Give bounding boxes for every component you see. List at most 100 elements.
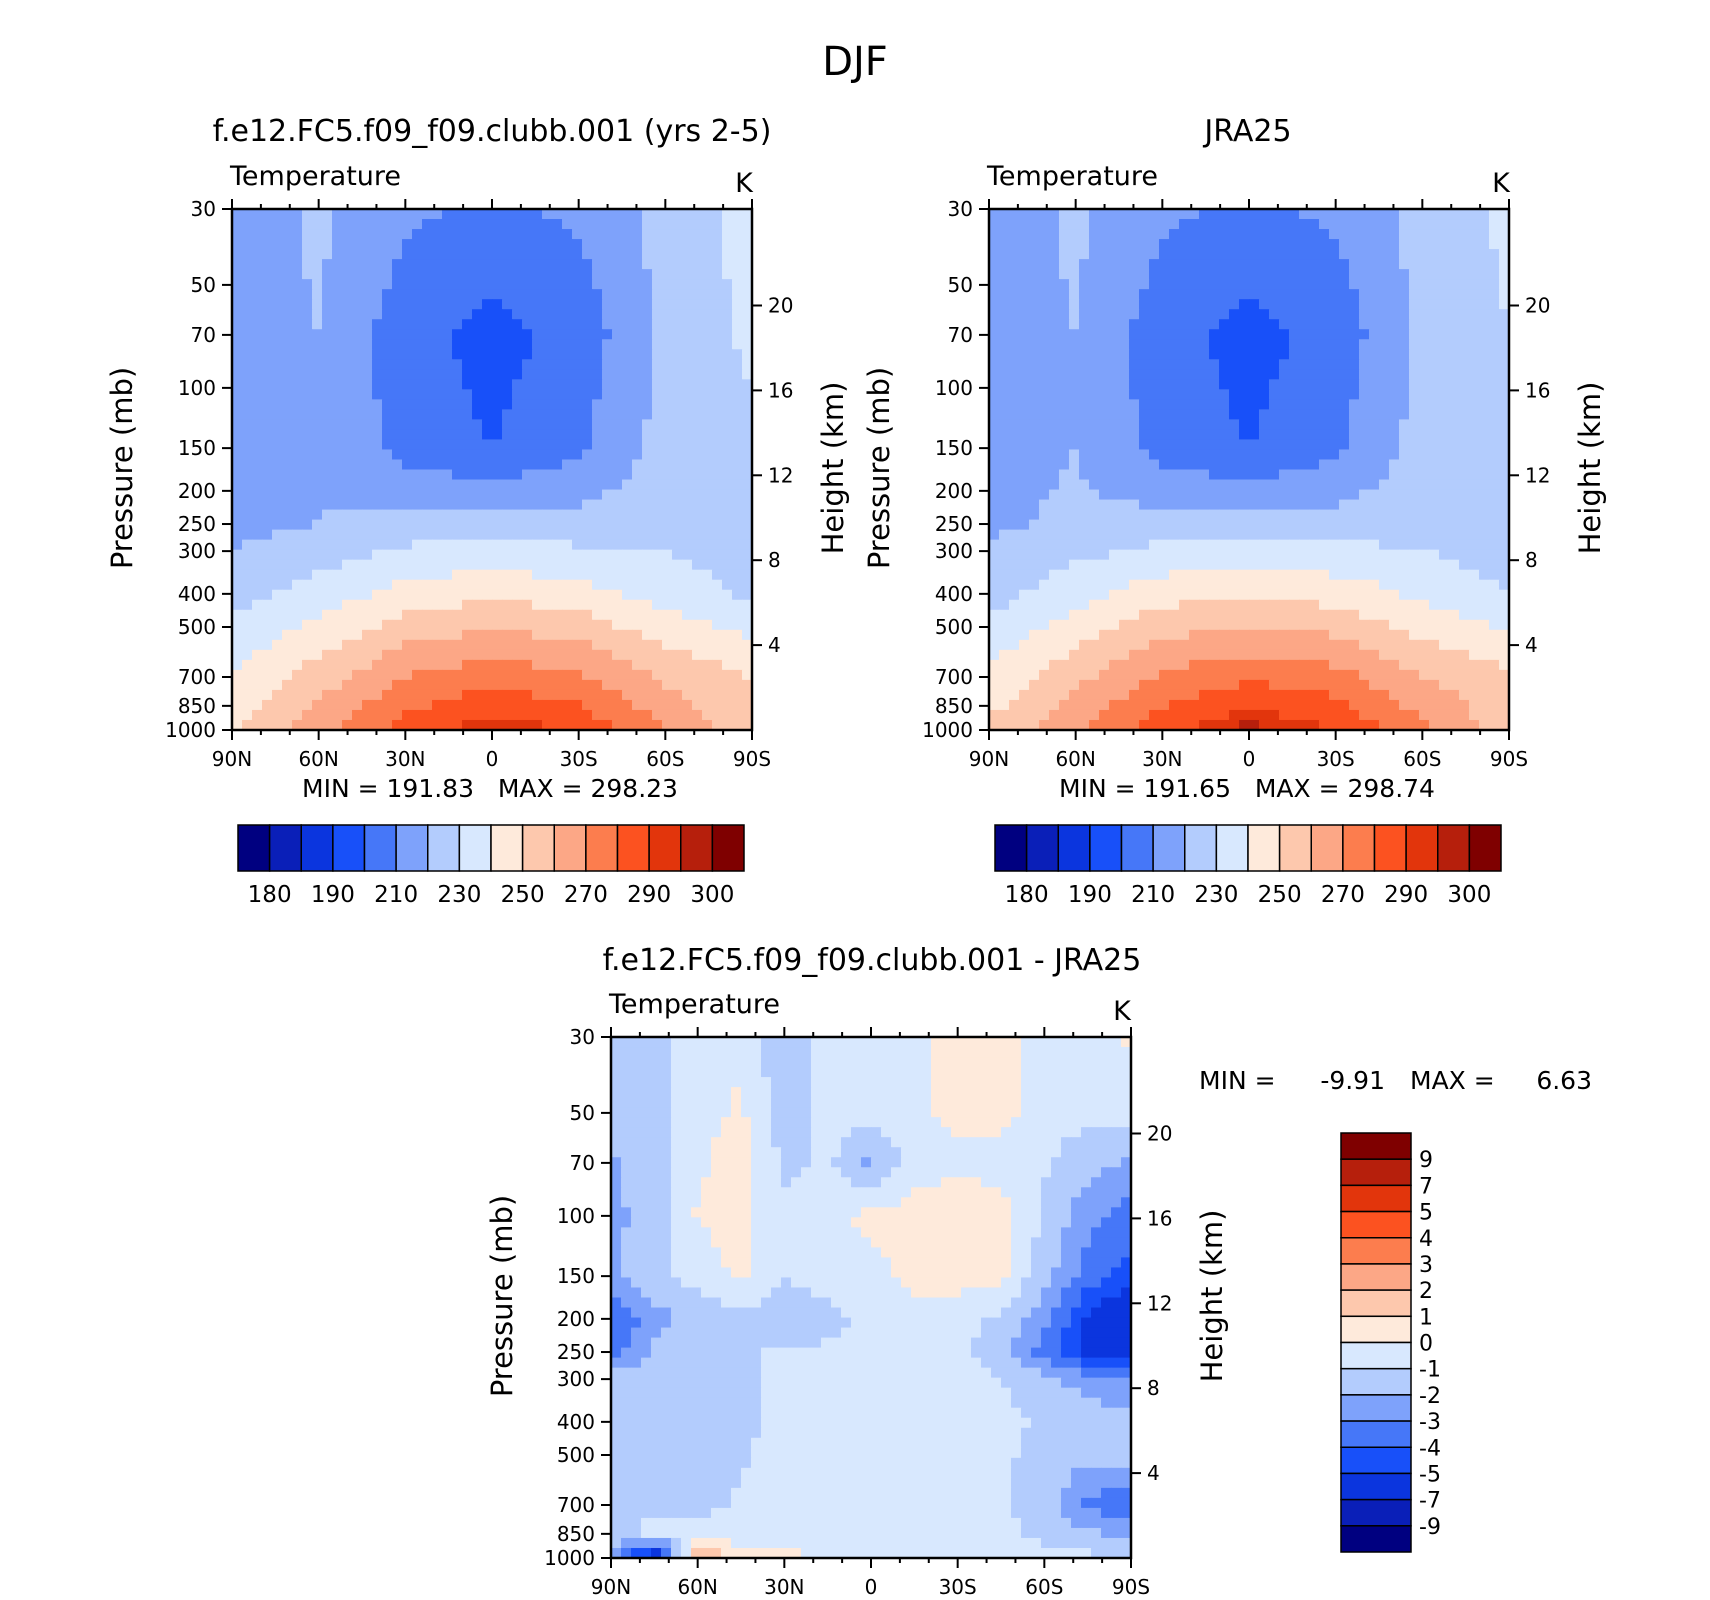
- contour-cell: [532, 599, 543, 611]
- contour-cell: [632, 709, 643, 721]
- contour-cell: [242, 209, 253, 220]
- contour-cell: [522, 419, 533, 431]
- contour-cell: [482, 509, 493, 521]
- contour-cell: [999, 209, 1010, 220]
- contour-cell: [452, 439, 463, 451]
- contour-cell: [1429, 499, 1440, 511]
- contour-cell: [989, 429, 1000, 441]
- contour-cell: [482, 709, 493, 721]
- contour-cell: [989, 389, 1000, 400]
- contour-cell: [272, 719, 283, 731]
- contour-cell: [1029, 219, 1040, 230]
- contour-cell: [522, 649, 533, 661]
- contour-cell: [592, 699, 603, 711]
- contour-cell: [1429, 299, 1440, 310]
- contour-cell: [492, 469, 503, 481]
- contour-cell: [432, 559, 443, 571]
- contour-cell: [1269, 279, 1280, 290]
- contour-cell: [1309, 259, 1320, 270]
- contour-cell: [732, 219, 743, 230]
- contour-cell: [242, 639, 253, 651]
- contour-cell: [402, 539, 413, 551]
- contour-cell: [1439, 569, 1450, 581]
- contour-cell: [1179, 609, 1190, 621]
- contour-cell: [1279, 319, 1290, 330]
- contour-cell: [1419, 349, 1430, 360]
- contour-cell: [352, 249, 363, 260]
- contour-cell: [1309, 449, 1320, 461]
- contour-cell: [1209, 609, 1220, 621]
- contour-cell: [392, 639, 403, 651]
- contour-cell: [1179, 579, 1190, 591]
- contour-cell: [1069, 609, 1080, 621]
- contour-cell: [662, 579, 673, 591]
- contour-cell: [1359, 619, 1370, 631]
- contour-cell: [1469, 579, 1480, 591]
- contour-cell: [282, 589, 293, 601]
- contour-cell: [322, 419, 333, 431]
- contour-cell: [232, 299, 243, 310]
- contour-cell: [432, 439, 443, 451]
- contour-cell: [1319, 359, 1330, 370]
- contour-cell: [632, 629, 643, 641]
- contour-cell: [502, 369, 513, 380]
- contour-cell: [302, 569, 313, 581]
- contour-cell: [1209, 599, 1220, 611]
- contour-cell: [332, 299, 343, 310]
- contour-cell: [292, 529, 303, 541]
- contour-cell: [1349, 259, 1360, 270]
- contour-cell: [1039, 329, 1050, 340]
- contour-cell: [1459, 489, 1470, 501]
- contour-cell: [582, 679, 593, 691]
- contour-cell: [332, 609, 343, 621]
- contour-cell: [1269, 499, 1280, 511]
- contour-cell: [989, 599, 1000, 611]
- contour-cell: [572, 269, 583, 280]
- contour-cell: [1079, 329, 1090, 340]
- contour-cell: [572, 719, 583, 731]
- contour-cell: [362, 309, 373, 320]
- contour-cell: [1339, 329, 1350, 340]
- contour-cell: [552, 269, 563, 280]
- contour-cell: [1379, 229, 1390, 240]
- contour-cell: [512, 369, 523, 380]
- contour-cell: [312, 499, 323, 511]
- contour-cell: [592, 339, 603, 350]
- contour-cell: [1029, 609, 1040, 621]
- contour-cell: [422, 659, 433, 671]
- contour-cell: [1109, 589, 1120, 601]
- contour-cell: [989, 349, 1000, 360]
- contour-cell: [292, 379, 303, 390]
- contour-cell: [412, 589, 423, 601]
- contour-cell: [1179, 569, 1190, 581]
- contour-cell: [1489, 579, 1500, 591]
- contour-cell: [1079, 299, 1090, 310]
- contour-cell: [542, 629, 553, 641]
- contour-cell: [1409, 309, 1420, 320]
- contour-cell: [1319, 469, 1330, 481]
- contour-cell: [1039, 479, 1050, 491]
- contour-cell: [542, 239, 553, 250]
- contour-cell: [1189, 469, 1200, 481]
- contour-cell: [1449, 299, 1460, 310]
- contour-cell: [1449, 589, 1460, 601]
- contour-cell: [442, 499, 453, 511]
- contour-cell: [252, 669, 263, 681]
- contour-cell: [602, 479, 613, 491]
- contour-cell: [742, 659, 753, 671]
- contour-cell: [392, 549, 403, 561]
- contour-cell: [1209, 309, 1220, 320]
- contour-cell: [1369, 529, 1380, 541]
- contour-cell: [422, 419, 433, 431]
- contour-cell: [1199, 499, 1210, 511]
- contour-cell: [312, 579, 323, 591]
- contour-cell: [442, 519, 453, 531]
- contour-cell: [722, 489, 733, 501]
- contour-cell: [242, 679, 253, 691]
- contour-cell: [572, 249, 583, 260]
- contour-cell: [1299, 589, 1310, 601]
- contour-cell: [462, 559, 473, 571]
- contour-cell: [592, 359, 603, 370]
- contour-cell: [322, 329, 333, 340]
- contour-cell: [382, 469, 393, 481]
